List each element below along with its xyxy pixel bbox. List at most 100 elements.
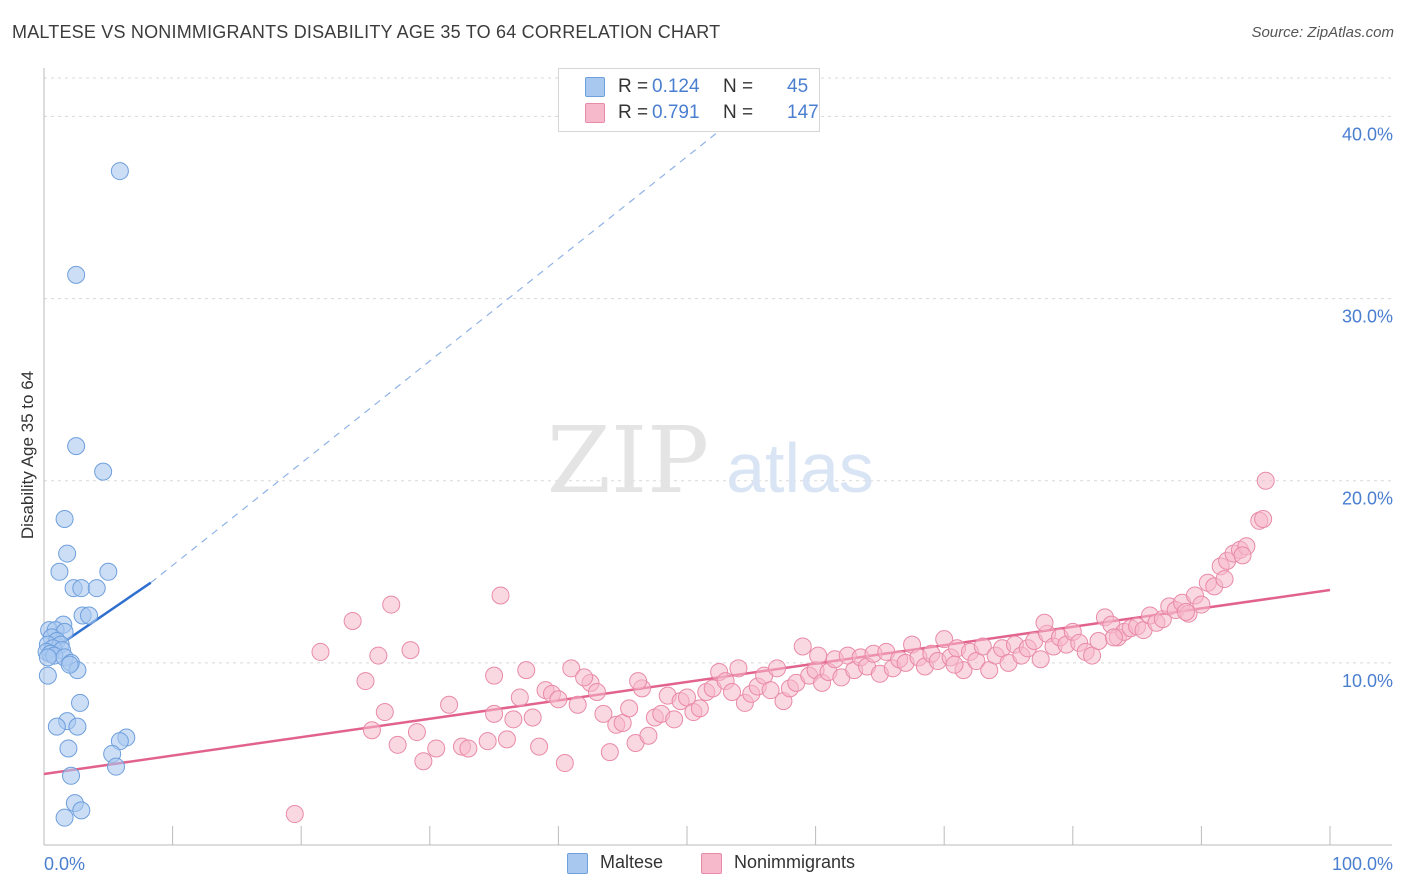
nonimmigrants-point [600, 743, 619, 762]
nonimmigrants-point [1215, 570, 1234, 589]
nonimmigrants-point [973, 637, 992, 656]
nonimmigrants-point [629, 672, 648, 691]
nonimmigrants-point [440, 695, 459, 714]
nonimmigrants-point [809, 646, 828, 665]
maltese-point [72, 579, 91, 598]
maltese-point [58, 544, 77, 563]
maltese-point [60, 655, 79, 674]
nonimmigrants-point [510, 688, 529, 707]
legend-nonimmigrants-swatch [701, 853, 722, 874]
maltese-point [107, 757, 126, 776]
nonimmigrants-point [639, 726, 658, 745]
maltese-point [94, 462, 113, 481]
nonimmigrants-point [549, 690, 568, 709]
maltese-point [67, 265, 86, 284]
watermark-zip: ZIP [547, 407, 709, 514]
source-label: Source: ZipAtlas.com [1251, 24, 1394, 41]
nonimmigrants-r-label: R = [618, 102, 649, 123]
nonimmigrants-point [343, 611, 362, 630]
maltese-point [38, 648, 57, 667]
nonimmigrants-point [485, 666, 504, 685]
maltese-point [110, 162, 129, 181]
nonimmigrants-point [1104, 628, 1123, 647]
nonimmigrants-point [1031, 650, 1050, 669]
nonimmigrants-point [575, 668, 594, 687]
chart-title: MALTESE VS NONIMMIGRANTS DISABILITY AGE … [12, 22, 721, 42]
nonimmigrants-point [369, 646, 388, 665]
nonimmigrants-point [1035, 613, 1054, 632]
nonimmigrants-point [478, 732, 497, 751]
maltese-point [47, 717, 66, 736]
nonimmigrants-point [723, 683, 742, 701]
nonimmigrants-point [555, 754, 574, 773]
maltese-point [38, 666, 57, 685]
nonimmigrants-point [594, 704, 613, 723]
nonimmigrants-point [382, 595, 401, 614]
watermark: ZIP atlas [547, 407, 874, 514]
nonimmigrants-point [497, 730, 516, 749]
legend-maltese-label: Maltese [600, 852, 664, 872]
nonimmigrants-point [729, 659, 748, 678]
maltese-point [55, 808, 74, 827]
gridlines [44, 77, 1392, 664]
nonimmigrants-point [427, 739, 446, 758]
maltese-point [50, 562, 69, 581]
tick-labels: 10.0% 20.0% 30.0% 40.0% 0.0% 100.0% [44, 124, 1393, 874]
nonimmigrants-point [1233, 546, 1252, 565]
nonimmigrants-point [935, 630, 954, 649]
maltese-point [68, 717, 87, 736]
nonimmigrants-points [285, 471, 1275, 824]
nonimmigrants-swatch [585, 103, 605, 123]
x-tick-label: 100.0% [1332, 854, 1393, 874]
legend-nonimmigrants-label: Nonimmigrants [734, 852, 856, 872]
nonimmigrants-point [1192, 595, 1211, 614]
maltese-trendline-extension [150, 105, 752, 584]
y-tick-label: 20.0% [1342, 489, 1393, 509]
nonimmigrants-point [793, 637, 812, 656]
maltese-point [71, 693, 90, 712]
maltese-point [55, 509, 74, 528]
nonimmigrants-point [504, 710, 523, 729]
nonimmigrants-point [945, 655, 964, 674]
nonimmigrants-n-label: N = [723, 102, 754, 123]
maltese-r-label: R = [618, 76, 649, 97]
legend-maltese-swatch [567, 853, 588, 874]
nonimmigrants-point [690, 699, 709, 718]
nonimmigrants-point [517, 661, 536, 680]
nonimmigrants-point [1256, 471, 1275, 490]
maltese-point [87, 579, 106, 598]
maltese-n-value: 45 [787, 76, 809, 97]
nonimmigrants-point [459, 739, 478, 758]
nonimmigrants-point [1089, 632, 1108, 650]
stats-box: R = 0.124 N = 45 R = 0.791 N = 147 [558, 68, 820, 132]
nonimmigrants-point [530, 737, 549, 756]
y-tick-label: 30.0% [1342, 307, 1393, 327]
nonimmigrants-n-value: 147 [787, 102, 819, 123]
nonimmigrants-point [1254, 509, 1273, 528]
nonimmigrants-point [1176, 602, 1195, 621]
nonimmigrants-point [375, 703, 394, 722]
nonimmigrants-point [311, 642, 330, 661]
axes [43, 68, 1392, 846]
nonimmigrants-point [285, 805, 304, 824]
maltese-r-value: 0.124 [652, 76, 700, 97]
nonimmigrants-point [485, 704, 504, 723]
maltese-point [72, 801, 91, 820]
nonimmigrants-point [768, 659, 787, 678]
nonimmigrants-point [562, 659, 581, 678]
maltese-point [62, 766, 81, 785]
y-tick-label: 40.0% [1342, 124, 1393, 144]
nonimmigrants-point [407, 723, 426, 742]
y-axis-label: Disability Age 35 to 64 [18, 370, 37, 540]
nonimmigrants-point [568, 695, 587, 714]
maltese-swatch [585, 77, 605, 97]
maltese-point [99, 562, 118, 581]
nonimmigrants-point [620, 699, 639, 718]
nonimmigrants-point [356, 672, 375, 691]
nonimmigrants-point [587, 683, 606, 701]
nonimmigrants-point [388, 735, 407, 754]
maltese-points [37, 162, 136, 827]
maltese-point [67, 437, 86, 456]
nonimmigrants-point [665, 710, 684, 729]
